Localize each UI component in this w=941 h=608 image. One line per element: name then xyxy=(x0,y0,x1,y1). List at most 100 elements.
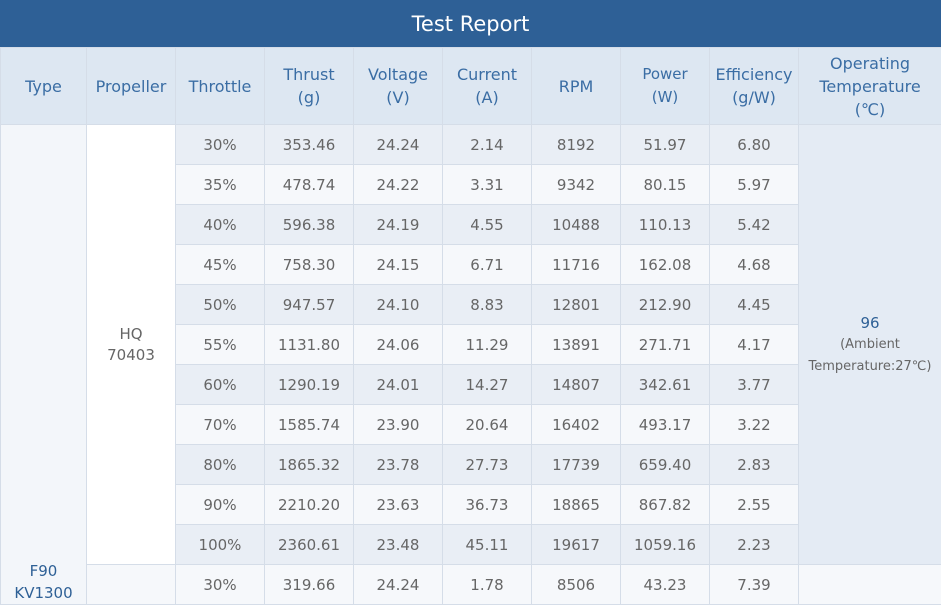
power-cell: 80.15 xyxy=(620,164,710,205)
efficiency-cell: 4.45 xyxy=(709,284,799,325)
rpm-cell: 10488 xyxy=(531,204,621,245)
power-cell: 271.71 xyxy=(620,324,710,365)
header-current: Current (A) xyxy=(442,47,532,125)
header-efficiency-unit: (g/W) xyxy=(732,88,776,107)
throttle-cell: 55% xyxy=(175,324,265,365)
rpm-cell: 11716 xyxy=(531,244,621,285)
header-voltage-label: Voltage xyxy=(367,65,428,84)
header-power-label: Power xyxy=(642,65,688,83)
test-report-table: Type Propeller Throttle Thrust (g) Volta… xyxy=(0,47,941,605)
power-cell: 162.08 xyxy=(620,244,710,285)
current-cell: 36.73 xyxy=(442,484,532,525)
power-cell: 212.90 xyxy=(620,284,710,325)
efficiency-cell: 5.97 xyxy=(709,164,799,205)
power-cell: 51.97 xyxy=(620,124,710,165)
header-temperature-label-2: Temperature xyxy=(819,76,921,96)
throttle-cell: 40% xyxy=(175,204,265,245)
header-power: Power (W) xyxy=(620,47,710,125)
efficiency-cell: 7.39 xyxy=(709,564,799,605)
current-cell: 20.64 xyxy=(442,404,532,445)
table-row: 35% 478.74 24.22 3.31 9342 80.15 5.97 xyxy=(1,164,941,205)
table-row: 80% 1865.32 23.78 27.73 17739 659.40 2.8… xyxy=(1,444,941,485)
voltage-cell: 24.24 xyxy=(353,124,443,165)
current-cell: 45.11 xyxy=(442,524,532,565)
thrust-cell: 2210.20 xyxy=(264,484,354,525)
voltage-cell: 23.63 xyxy=(353,484,443,525)
voltage-cell: 24.10 xyxy=(353,284,443,325)
header-current-label: Current xyxy=(456,65,518,84)
type-cell: F90 KV1300 xyxy=(0,124,87,605)
voltage-cell: 24.24 xyxy=(353,564,443,605)
table-row: F90 KV1300 HQ 70403 30% 353.46 24.24 2.1… xyxy=(0,124,941,605)
header-temperature-label-1: Operating xyxy=(830,53,910,73)
thrust-cell: 1290.19 xyxy=(264,364,354,405)
header-temperature: Operating Temperature (℃) xyxy=(798,47,941,125)
efficiency-cell: 3.77 xyxy=(709,364,799,405)
header-power-unit: (W) xyxy=(651,88,679,106)
efficiency-cell: 2.83 xyxy=(709,444,799,485)
current-cell: 11.29 xyxy=(442,324,532,365)
header-propeller: Propeller xyxy=(86,47,176,125)
rpm-cell: 14807 xyxy=(531,364,621,405)
type-model: F90 xyxy=(29,562,58,580)
current-cell: 3.31 xyxy=(442,164,532,205)
throttle-cell: 70% xyxy=(175,404,265,445)
header-temperature-unit: (℃) xyxy=(854,99,886,119)
rpm-cell: 12801 xyxy=(531,284,621,325)
header-efficiency-label: Efficiency xyxy=(715,65,793,84)
current-cell: 27.73 xyxy=(442,444,532,485)
efficiency-cell: 4.68 xyxy=(709,244,799,285)
rpm-cell: 18865 xyxy=(531,484,621,525)
header-thrust-unit: (g) xyxy=(297,88,321,107)
power-cell: 867.82 xyxy=(620,484,710,525)
throttle-cell: 35% xyxy=(175,164,265,205)
thrust-cell: 1131.80 xyxy=(264,324,354,365)
header-thrust: Thrust (g) xyxy=(264,47,354,125)
rpm-cell: 17739 xyxy=(531,444,621,485)
thrust-cell: 596.38 xyxy=(264,204,354,245)
thrust-cell: 478.74 xyxy=(264,164,354,205)
throttle-cell: 90% xyxy=(175,484,265,525)
voltage-cell: 23.48 xyxy=(353,524,443,565)
efficiency-cell: 3.22 xyxy=(709,404,799,445)
throttle-cell: 100% xyxy=(175,524,265,565)
table-row: 100% 2360.61 23.48 45.11 19617 1059.16 2… xyxy=(1,524,941,565)
thrust-cell: 1865.32 xyxy=(264,444,354,485)
current-cell: 14.27 xyxy=(442,364,532,405)
table-row: 45% 758.30 24.15 6.71 11716 162.08 4.68 xyxy=(1,244,941,285)
power-cell: 110.13 xyxy=(620,204,710,245)
voltage-cell: 23.78 xyxy=(353,444,443,485)
voltage-cell: 24.19 xyxy=(353,204,443,245)
header-voltage-unit: (V) xyxy=(386,88,410,107)
power-cell: 1059.16 xyxy=(620,524,710,565)
voltage-cell: 23.90 xyxy=(353,404,443,445)
thrust-cell: 1585.74 xyxy=(264,404,354,445)
rpm-cell: 9342 xyxy=(531,164,621,205)
rpm-cell: 8506 xyxy=(531,564,621,605)
thrust-cell: 353.46 xyxy=(264,124,354,165)
header-voltage: Voltage (V) xyxy=(353,47,443,125)
throttle-cell: 30% xyxy=(175,564,265,605)
table-row: 60% 1290.19 24.01 14.27 14807 342.61 3.7… xyxy=(1,364,941,405)
efficiency-cell: 6.80 xyxy=(709,124,799,165)
temperature-note: (Ambient Temperature:27℃) xyxy=(808,336,932,374)
propeller-model: 70403 xyxy=(107,345,155,364)
propeller-cell: HQ 70403 xyxy=(86,124,176,565)
header-rpm: RPM xyxy=(531,47,621,125)
thrust-cell: 758.30 xyxy=(264,244,354,285)
temperature-cell-next xyxy=(798,564,941,605)
propeller-brand: HQ xyxy=(119,324,143,343)
current-cell: 2.14 xyxy=(442,124,532,165)
throttle-cell: 80% xyxy=(175,444,265,485)
rpm-cell: 16402 xyxy=(531,404,621,445)
rpm-cell: 19617 xyxy=(531,524,621,565)
header-type: Type xyxy=(0,47,87,125)
current-cell: 1.78 xyxy=(442,564,532,605)
thrust-cell: 947.57 xyxy=(264,284,354,325)
rpm-cell: 13891 xyxy=(531,324,621,365)
power-cell: 493.17 xyxy=(620,404,710,445)
header-current-unit: (A) xyxy=(475,88,499,107)
header-row: Type Propeller Throttle Thrust (g) Volta… xyxy=(0,47,941,125)
type-kv: KV1300 xyxy=(14,584,73,602)
throttle-cell: 30% xyxy=(175,124,265,165)
